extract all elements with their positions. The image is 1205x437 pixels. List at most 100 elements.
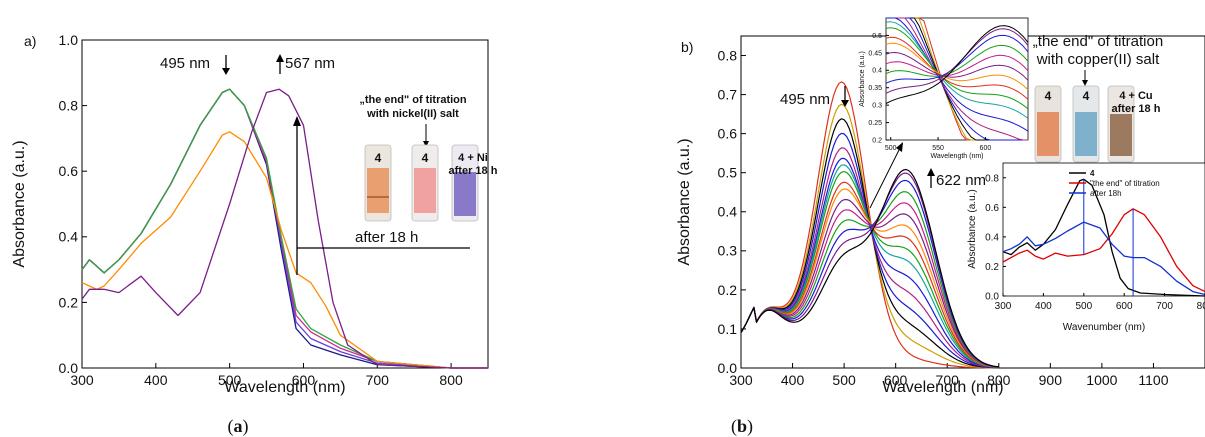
y-tick-label: 0.6 (59, 163, 79, 179)
panel-a-peak1-arrowhead (222, 68, 230, 75)
x-tick-label: 600 (1116, 301, 1133, 312)
panel-b-y-ticks: 0.0 0.1 0.2 0.3 0.4 0.5 0.6 0.7 0.8 (718, 47, 746, 376)
y-tick-label: 0.4 (872, 68, 882, 75)
x-tick-label: 300 (70, 372, 94, 388)
panel-b-caption: (b) (731, 416, 753, 437)
x-tick-label: 900 (1039, 372, 1063, 388)
panel-a-series-line-5 (81, 131, 488, 369)
panel-a-peak1-label: 495 nm (160, 55, 210, 72)
panel-a-y-ticks: 0.0 0.2 0.4 0.6 0.8 1.0 (59, 32, 87, 376)
panel-a-vial-2-label: 4 (422, 151, 429, 165)
panel-b-title-line2: with copper(II) salt (1036, 51, 1160, 68)
y-tick-label: 1.0 (59, 32, 79, 48)
y-tick-label: 0.6 (985, 203, 999, 214)
x-tick-label: 600 (292, 372, 316, 388)
inset-top-line-12 (885, 54, 1029, 77)
x-tick-label: 400 (144, 372, 168, 388)
panel-a-vial-2 (411, 144, 439, 222)
panel-b-vial-1 (1034, 85, 1062, 163)
panel-b-series-line-11 (740, 198, 999, 368)
inset-right-line-2 (1002, 208, 1205, 293)
panel-b-vial-2 (1072, 85, 1100, 163)
legend-item-2: "the end" of titration (1090, 179, 1160, 188)
panel-b-xlabel: Wavelength (nm) (882, 379, 1003, 396)
panel-a-series-line-2 (81, 88, 488, 369)
inset-top-line-15 (885, 28, 1029, 94)
panel-a-peak2-label: 567 nm (285, 55, 335, 72)
y-tick-label: 0.0 (718, 360, 738, 376)
panel-a-series-line-6 (81, 88, 488, 369)
panel-b-top-inset: 500 550 600 0.2 0.25 0.3 0.35 0.4 0.45 0.5 Wavele… (859, 17, 1029, 160)
panel-b-vial-3-label2: after 18 h (1112, 103, 1161, 115)
y-tick-label: 0.0 (985, 292, 999, 303)
panel-b-vial-2-label: 4 (1083, 89, 1090, 103)
y-tick-label: 0.2 (59, 294, 79, 310)
inset-right-xlabel: Wavenumber (nm) (1063, 322, 1145, 333)
inset-top-line-5 (886, 17, 1028, 141)
panel-b-vial-3-label1: 4 + Cu (1119, 90, 1152, 102)
panel-b-series-line-12 (740, 202, 999, 368)
panel-a-after-label: after 18 h (355, 229, 418, 246)
inset-top-line-10 (885, 42, 1029, 91)
panel-b-label: b) (681, 39, 693, 55)
panel-b-series-line-13 (740, 191, 999, 368)
y-tick-label: 0.4 (718, 204, 738, 220)
panel-a-ylabel: Absorbance (a.u.) (11, 140, 28, 267)
panel-b-series-line-1 (740, 81, 999, 369)
panel-a-vial-3 (451, 144, 479, 222)
inset-top-xlabel: Wavelength (nm) (930, 153, 983, 160)
x-tick-label: 700 (366, 372, 390, 388)
x-tick-label: 550 (932, 145, 944, 152)
inset-top-line-13 (885, 44, 1029, 77)
x-tick-label: 500 (218, 372, 242, 388)
y-tick-label: 0.5 (718, 165, 738, 181)
inset-right-legend: 4 "the end" of titration after 18h (1069, 169, 1160, 198)
panel-a-title-line2: with nickel(II) salt (366, 108, 459, 120)
y-tick-label: 0.8 (718, 47, 738, 63)
panel-a-label: a) (24, 33, 36, 49)
y-tick-label: 0.3 (718, 243, 738, 259)
x-tick-label: 500 (885, 145, 897, 152)
inset-right-line-1 (1002, 178, 1205, 297)
inset-top-line-16 (885, 25, 1029, 104)
y-tick-label: 0.0 (59, 360, 79, 376)
panel-b-right-inset: 300 400 500 600 700 800 0.0 0.2 0.4 0.6 0.8 Wavenu… (967, 162, 1205, 333)
x-tick-label: 1100 (1138, 372, 1168, 388)
y-tick-label: 0.45 (868, 50, 882, 57)
panel-a: a) 0.0 0.2 0.4 0.6 0.8 1.0 300 400 500 600 700 800… (11, 32, 498, 437)
panel-a-xlabel: Wavelength (nm) (224, 379, 345, 396)
panel-a-vial-1 (364, 144, 392, 222)
x-tick-label: 700 (936, 372, 960, 388)
panel-a-vial-1-label: 4 (375, 151, 382, 165)
y-tick-label: 0.8 (59, 98, 79, 114)
panel-a-peak2-arrowhead (276, 54, 284, 62)
y-tick-label: 0.35 (868, 85, 882, 92)
panel-a-series-line-4 (81, 88, 488, 369)
panel-b-x-ticks: 300 400 500 600 700 800 900 1000 1100 (729, 363, 1169, 388)
x-tick-label: 700 (1156, 301, 1173, 312)
inset-right-ylabel: Absorbance (a.u.) (967, 189, 978, 269)
y-tick-label: 0.4 (985, 232, 999, 243)
x-tick-label: 800 (987, 372, 1011, 388)
inset-top-line-9 (885, 36, 1029, 100)
legend-item-1: 4 (1090, 169, 1095, 178)
x-tick-label: 500 (1075, 301, 1092, 312)
panel-b-peak1-label: 495 nm (780, 91, 830, 108)
panel-b-ylabel: Absorbance (a.u.) (676, 138, 693, 265)
x-tick-label: 1000 (1086, 372, 1117, 388)
inset-top-line-6 (886, 17, 1029, 132)
panel-b: b) 0.0 0.1 0.2 0.3 0.4 0.5 0.6 0.7 0.8 300 400 500… (676, 17, 1205, 437)
panel-b-vial-3 (1107, 85, 1135, 163)
y-tick-label: 0.25 (868, 120, 882, 127)
panel-b-series-line-14 (740, 179, 999, 368)
panel-a-x-ticks: 300 400 500 600 700 800 (70, 363, 463, 388)
y-tick-label: 0.3 (872, 103, 882, 110)
panel-b-series-line-4 (740, 132, 999, 369)
x-tick-label: 800 (1197, 301, 1205, 312)
inset-right-line-3 (1002, 221, 1205, 296)
panel-a-series-line-3 (81, 88, 488, 369)
y-tick-label: 0.8 (985, 173, 999, 184)
x-tick-label: 800 (439, 372, 463, 388)
y-tick-label: 0.6 (718, 126, 738, 142)
